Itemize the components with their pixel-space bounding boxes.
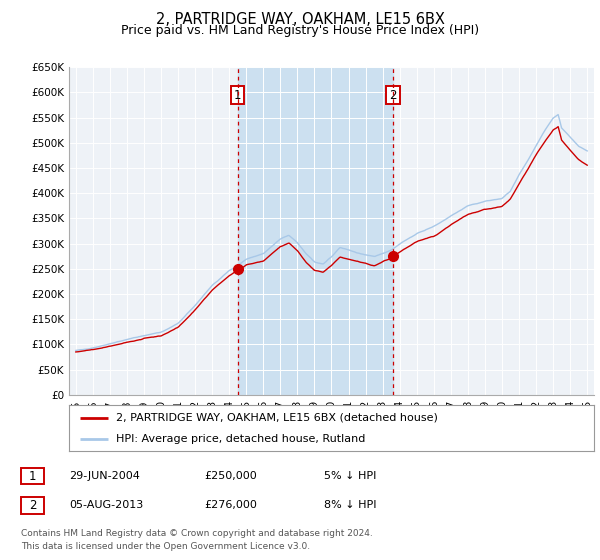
Text: 2, PARTRIDGE WAY, OAKHAM, LE15 6BX: 2, PARTRIDGE WAY, OAKHAM, LE15 6BX <box>155 12 445 27</box>
Text: 5% ↓ HPI: 5% ↓ HPI <box>324 471 376 481</box>
Bar <box>238 67 393 395</box>
Text: 8% ↓ HPI: 8% ↓ HPI <box>324 500 377 510</box>
Text: 1: 1 <box>234 88 241 101</box>
Text: 2: 2 <box>29 498 36 512</box>
Text: This data is licensed under the Open Government Licence v3.0.: This data is licensed under the Open Gov… <box>21 542 310 550</box>
Text: £250,000: £250,000 <box>204 471 257 481</box>
Text: 05-AUG-2013: 05-AUG-2013 <box>69 500 143 510</box>
Text: Contains HM Land Registry data © Crown copyright and database right 2024.: Contains HM Land Registry data © Crown c… <box>21 529 373 538</box>
Text: 1: 1 <box>29 469 36 483</box>
Text: Price paid vs. HM Land Registry's House Price Index (HPI): Price paid vs. HM Land Registry's House … <box>121 24 479 37</box>
Text: 2, PARTRIDGE WAY, OAKHAM, LE15 6BX (detached house): 2, PARTRIDGE WAY, OAKHAM, LE15 6BX (deta… <box>116 413 438 423</box>
Text: 2: 2 <box>389 88 397 101</box>
Text: HPI: Average price, detached house, Rutland: HPI: Average price, detached house, Rutl… <box>116 435 365 444</box>
Text: £276,000: £276,000 <box>204 500 257 510</box>
Text: 29-JUN-2004: 29-JUN-2004 <box>69 471 140 481</box>
